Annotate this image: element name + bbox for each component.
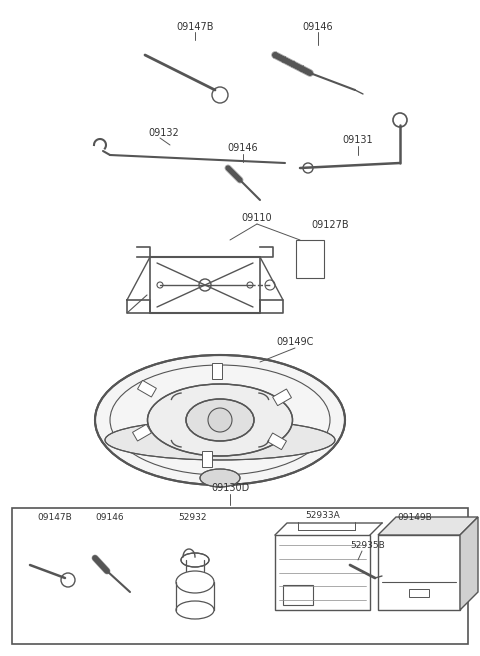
Bar [132, 424, 151, 441]
Polygon shape [460, 517, 478, 610]
Text: 09146: 09146 [228, 143, 258, 153]
Polygon shape [378, 517, 478, 535]
Bar [202, 451, 212, 467]
Text: 09132: 09132 [148, 128, 179, 138]
Bar [378, 535, 460, 610]
Text: 09146: 09146 [96, 514, 124, 522]
Text: 09127B: 09127B [311, 220, 349, 230]
Ellipse shape [147, 384, 292, 456]
Bar [138, 380, 156, 397]
Text: 09149B: 09149B [397, 514, 432, 522]
Bar [273, 389, 291, 405]
Text: 09110: 09110 [242, 213, 272, 223]
Text: 52932: 52932 [179, 514, 207, 522]
Text: 52935B: 52935B [350, 541, 385, 550]
Text: 09146: 09146 [303, 22, 333, 32]
Ellipse shape [200, 469, 240, 487]
Bar [268, 433, 287, 449]
Bar [12, 508, 468, 644]
Text: 09131: 09131 [343, 135, 373, 145]
Text: 09130D: 09130D [211, 483, 249, 493]
Ellipse shape [181, 553, 209, 567]
Text: 09149C: 09149C [276, 337, 314, 347]
Bar [212, 363, 222, 379]
Ellipse shape [186, 399, 254, 441]
Circle shape [208, 408, 232, 432]
Ellipse shape [176, 571, 214, 593]
Ellipse shape [176, 601, 214, 619]
Bar [275, 535, 370, 610]
Bar [296, 240, 324, 278]
Bar [409, 589, 429, 597]
Bar [283, 585, 313, 605]
Text: 09147B: 09147B [37, 514, 72, 522]
Text: 52933A: 52933A [306, 512, 340, 520]
Text: 09147B: 09147B [176, 22, 214, 32]
Ellipse shape [95, 355, 345, 485]
Ellipse shape [105, 420, 335, 460]
